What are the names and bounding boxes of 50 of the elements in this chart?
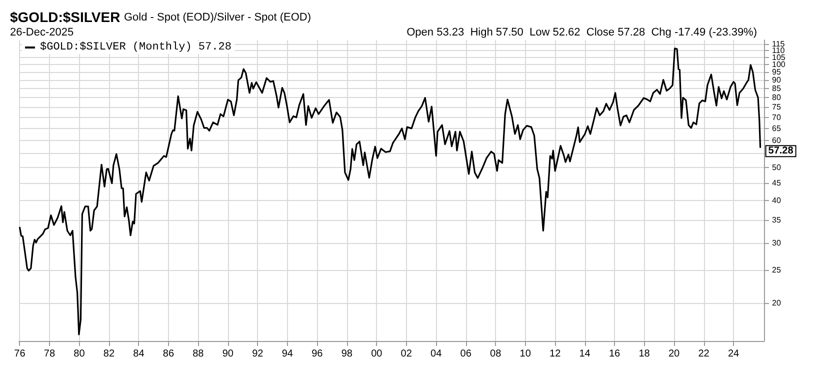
x-tick-label: 16: [608, 348, 621, 360]
x-tick-label: 24: [728, 348, 740, 360]
y-tick-label: 110: [772, 46, 786, 55]
y-tick-label: 105: [772, 52, 786, 62]
x-tick-label: 84: [133, 348, 145, 360]
x-tick-label: 02: [400, 348, 412, 360]
y-tick-label: 70: [772, 112, 782, 122]
y-tick-label: 45: [772, 178, 782, 188]
x-tick-label: 98: [341, 348, 353, 360]
x-tick-label: 96: [312, 348, 324, 360]
x-tick-label: 92: [252, 348, 264, 360]
y-tick-label: 60: [772, 136, 782, 145]
chart-subtitle: Gold - Spot (EOD)/Silver - Spot (EOD): [124, 12, 312, 24]
y-tick-label: 115: [772, 39, 786, 48]
y-tick-label: 40: [772, 196, 782, 205]
y-tick-label: 20: [772, 298, 782, 308]
x-tick-label: 18: [638, 348, 650, 360]
y-tick-label: 25: [772, 266, 782, 275]
y-tick-label: 80: [772, 93, 782, 102]
x-tick-label: 20: [668, 348, 680, 360]
x-tick-label: 14: [579, 348, 591, 360]
x-tick-label: 22: [698, 348, 710, 360]
x-tick-label: 10: [520, 348, 532, 360]
x-tick-label: 08: [490, 348, 502, 360]
y-tick-label: 85: [772, 84, 782, 94]
text: 26-Dec-2025: [10, 26, 74, 38]
y-tick-label: 65: [772, 124, 782, 133]
x-tick-label: 90: [222, 348, 234, 360]
y-tick-label: 35: [772, 216, 782, 225]
x-tick-label: 00: [371, 348, 383, 360]
text: Open 53.23 High 57.50 Low 52.62 Close 57.28 Chg -17.49 (-23.39%): [406, 26, 758, 38]
y-tick-label: 30: [772, 238, 782, 248]
x-tick-label: 82: [103, 348, 115, 360]
x-tick-label: 86: [162, 348, 174, 360]
x-tick-label: 12: [550, 348, 562, 360]
x-tick-label: 80: [74, 348, 86, 360]
y-tick-label: 75: [772, 102, 782, 112]
x-tick-label: 94: [282, 348, 294, 360]
legend-label: $GOLD:$SILVER (Monthly) 57.28: [40, 42, 232, 54]
x-tick-label: 78: [44, 348, 56, 360]
x-tick-label: 04: [430, 348, 442, 360]
x-tick-label: 88: [192, 348, 204, 360]
x-tick-label: 06: [460, 348, 472, 360]
x-tick-label: 76: [14, 348, 26, 360]
y-tick-label: 95: [772, 68, 782, 77]
y-tick-label: 90: [772, 76, 782, 85]
annotation: 57.28: [768, 146, 794, 157]
chart-title: $GOLD:$SILVER: [10, 9, 120, 25]
y-tick-label: 100: [772, 60, 786, 70]
y-tick-label: 50: [772, 162, 782, 172]
